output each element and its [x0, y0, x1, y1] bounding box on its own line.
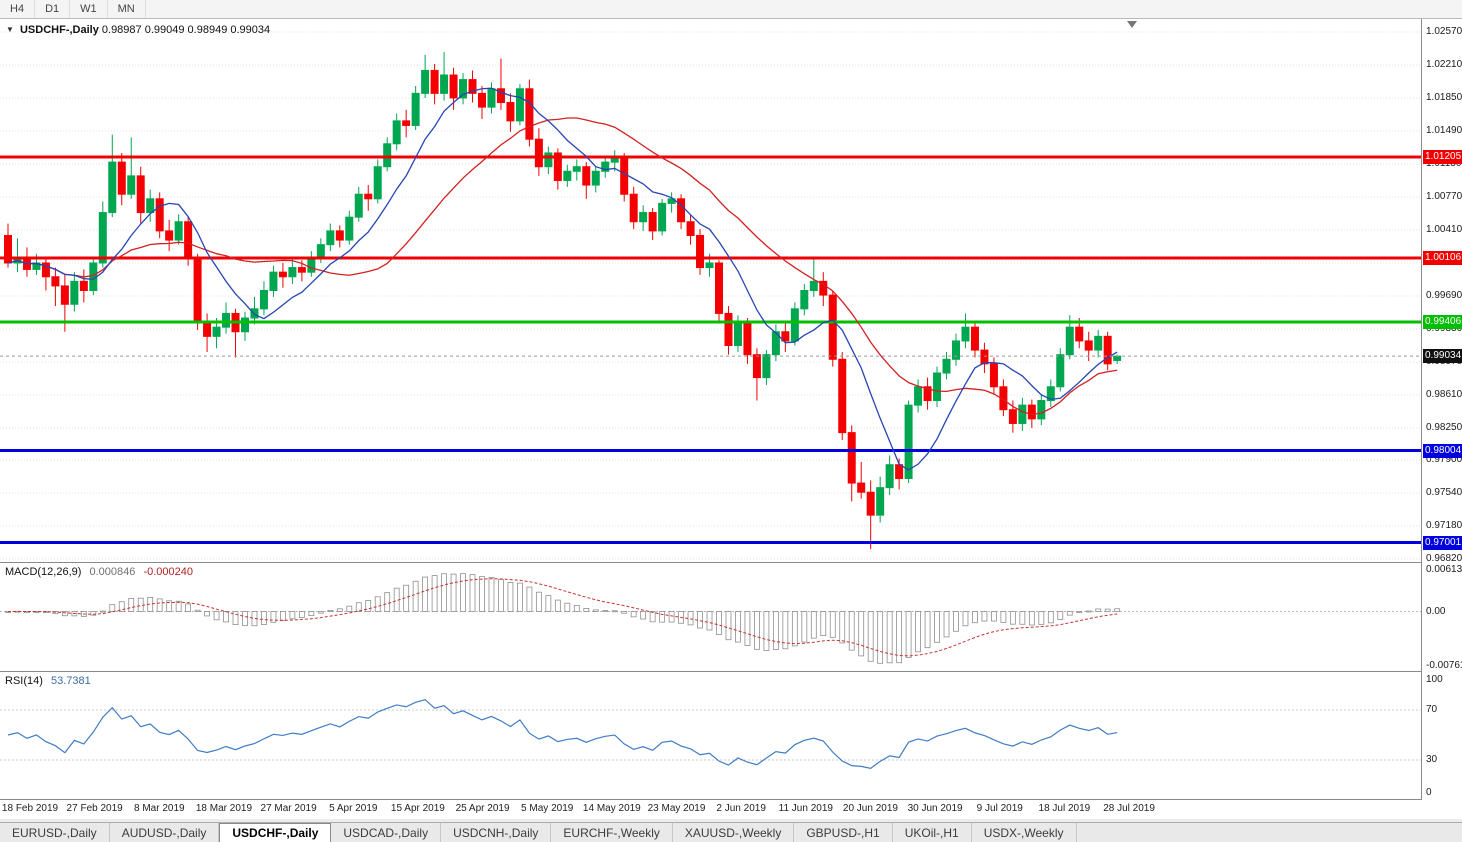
chart-tab-eurusd[interactable]: EURUSD-,Daily — [0, 823, 110, 842]
rsi-axis-tick: 0 — [1426, 787, 1432, 798]
price-axis[interactable]: 1.025701.022101.018501.014901.011301.007… — [1421, 19, 1462, 800]
grid-layer — [0, 31, 1421, 560]
price-level-badge: 1.01205 — [1423, 150, 1462, 165]
chart-tab-usdx[interactable]: USDX-,Weekly — [971, 823, 1077, 842]
price-axis-tick: 0.99690 — [1426, 290, 1462, 301]
price-axis-tick: 0.98250 — [1426, 422, 1462, 434]
ohlc-low: 0.98949 — [187, 24, 228, 36]
date-axis-label: 27 Feb 2019 — [66, 803, 123, 814]
date-axis-label: 23 May 2019 — [647, 803, 706, 814]
ohlc-open: 0.98987 — [101, 24, 142, 36]
date-axis-label: 27 Mar 2019 — [260, 803, 317, 814]
date-axis-label: 5 Apr 2019 — [329, 803, 378, 814]
date-axis-label: 15 Apr 2019 — [390, 803, 445, 814]
price-axis-tick: 1.00770 — [1426, 190, 1462, 202]
date-axis[interactable]: 18 Feb 2019 27 Feb 2019 8 Mar 2019 18 Mar 2… — [0, 800, 1421, 819]
current-price-badge: 0.99034 — [1423, 349, 1462, 364]
date-axis-label: 2 Jun 2019 — [716, 803, 766, 814]
macd-chart — [0, 573, 1421, 664]
macd-panel[interactable]: MACD(12,26,9) 0.000846 -0.000240 — [0, 563, 1421, 670]
chart-tab-usdchf[interactable]: USDCHF-,Daily — [219, 823, 332, 842]
status-strip — [0, 819, 1462, 822]
timeframe-d1-button[interactable]: D1 — [35, 0, 71, 18]
price-axis-tick: 0.98610 — [1426, 389, 1462, 401]
price-axis-tick: 0.96820 — [1426, 553, 1462, 565]
price-axis-tick: 0.97540 — [1426, 487, 1462, 499]
chart-tab-bar: EURUSD-,Daily AUDUSD-,Daily USDCHF-,Daily U… — [0, 822, 1462, 842]
timeframe-h4-button[interactable]: H4 — [0, 0, 36, 18]
macd-axis-tick: 0.00 — [1426, 605, 1446, 617]
price-axis-tick: 1.01490 — [1426, 124, 1462, 136]
date-axis-label: 28 Jul 2019 — [1103, 803, 1155, 814]
date-axis-label: 11 Jun 2019 — [778, 803, 833, 814]
level-lines-layer — [0, 155, 1421, 545]
price-level-badge: 0.98004 — [1423, 443, 1462, 458]
chart-shift-marker[interactable] — [1127, 21, 1137, 28]
chart-tab-usdcnh[interactable]: USDCNH-,Daily — [441, 823, 552, 842]
rsi-axis-tick: 30 — [1426, 754, 1438, 766]
chart-symbol-label: USDCHF-,Daily — [19, 24, 99, 36]
candlestick-chart[interactable] — [0, 20, 1421, 561]
main-chart-panel[interactable]: ▼ USDCHF-,Daily 0.98987 0.99049 0.98949 … — [0, 20, 1421, 561]
chart-tab-gbpusd[interactable]: GBPUSD-,H1 — [794, 823, 893, 842]
date-axis-label: 25 Apr 2019 — [455, 803, 510, 814]
date-axis-label: 20 Jun 2019 — [842, 803, 898, 814]
rsi-label: RSI(14) 53.7381 — [5, 675, 91, 687]
ma-fast-line — [7, 87, 1118, 471]
date-axis-label: 18 Feb 2019 — [1, 803, 59, 814]
ohlc-close: 0.99034 — [230, 24, 271, 36]
price-axis-tick: 1.02570 — [1426, 25, 1462, 37]
date-axis-label: 9 Jul 2019 — [976, 803, 1023, 814]
chart-tab-eurchf[interactable]: EURCHF-,Weekly — [551, 823, 673, 842]
rsi-chart — [0, 698, 1421, 769]
rsi-line — [7, 698, 1118, 769]
macd-signal-line — [7, 578, 1118, 657]
rsi-name: RSI(14) — [5, 675, 43, 687]
price-level-badge: 0.97001 — [1423, 535, 1462, 550]
ma-slow-line — [7, 117, 1118, 416]
timeframe-w1-button[interactable]: W1 — [70, 0, 108, 18]
macd-axis-tick: 0.00613 — [1426, 564, 1462, 575]
macd-axis-tick: -0.00761 — [1426, 659, 1462, 671]
chart-header: ▼ USDCHF-,Daily 0.98987 0.99049 0.98949 … — [6, 24, 270, 36]
timeframe-mn-button[interactable]: MN — [108, 0, 146, 18]
price-level-badge: 1.00106 — [1423, 250, 1462, 265]
rsi-panel[interactable]: RSI(14) 53.7381 — [0, 672, 1421, 798]
date-axis-label: 30 Jun 2019 — [907, 803, 963, 814]
price-axis-tick: 1.00410 — [1426, 223, 1462, 235]
chart-tab-audusd[interactable]: AUDUSD-,Daily — [109, 823, 220, 842]
date-axis-label: 14 May 2019 — [582, 803, 641, 814]
chart-tab-ukoil[interactable]: UKOil-,H1 — [892, 823, 972, 842]
price-axis-tick: 0.97180 — [1426, 520, 1462, 532]
panel-separator — [0, 799, 1462, 800]
macd-label: MACD(12,26,9) 0.000846 -0.000240 — [5, 566, 193, 578]
rsi-value: 53.7381 — [50, 675, 91, 687]
panel-separator[interactable] — [0, 562, 1462, 563]
price-axis-tick: 1.01850 — [1426, 91, 1462, 103]
date-axis-label: 8 Mar 2019 — [134, 803, 185, 814]
ohlc-dropdown-icon[interactable]: ▼ — [6, 25, 14, 34]
date-axis-label: 5 May 2019 — [521, 803, 574, 814]
price-level-badge: 0.99406 — [1423, 315, 1462, 330]
price-axis-tick: 1.02210 — [1426, 58, 1462, 70]
date-axis-label: 18 Jul 2019 — [1038, 803, 1091, 814]
price-axis-tick: 0.97900 — [1426, 454, 1462, 466]
macd-signal-value: -0.000240 — [143, 566, 193, 578]
rsi-axis-tick: 70 — [1426, 703, 1438, 715]
chart-tab-xauusd[interactable]: XAUUSD-,Weekly — [672, 823, 795, 842]
macd-name: MACD(12,26,9) — [5, 566, 82, 578]
ohlc-high: 0.99049 — [144, 24, 185, 36]
timeframe-toolbar: H4 D1 W1 MN — [0, 0, 1462, 19]
macd-histogram — [5, 573, 1121, 664]
panel-separator[interactable] — [0, 671, 1462, 672]
rsi-axis-tick: 100 — [1426, 674, 1443, 685]
candles-layer — [4, 52, 1122, 550]
macd-main-value: 0.000846 — [89, 566, 136, 578]
date-axis-label: 18 Mar 2019 — [195, 803, 253, 814]
chart-tab-usdcad[interactable]: USDCAD-,Daily — [331, 823, 442, 842]
